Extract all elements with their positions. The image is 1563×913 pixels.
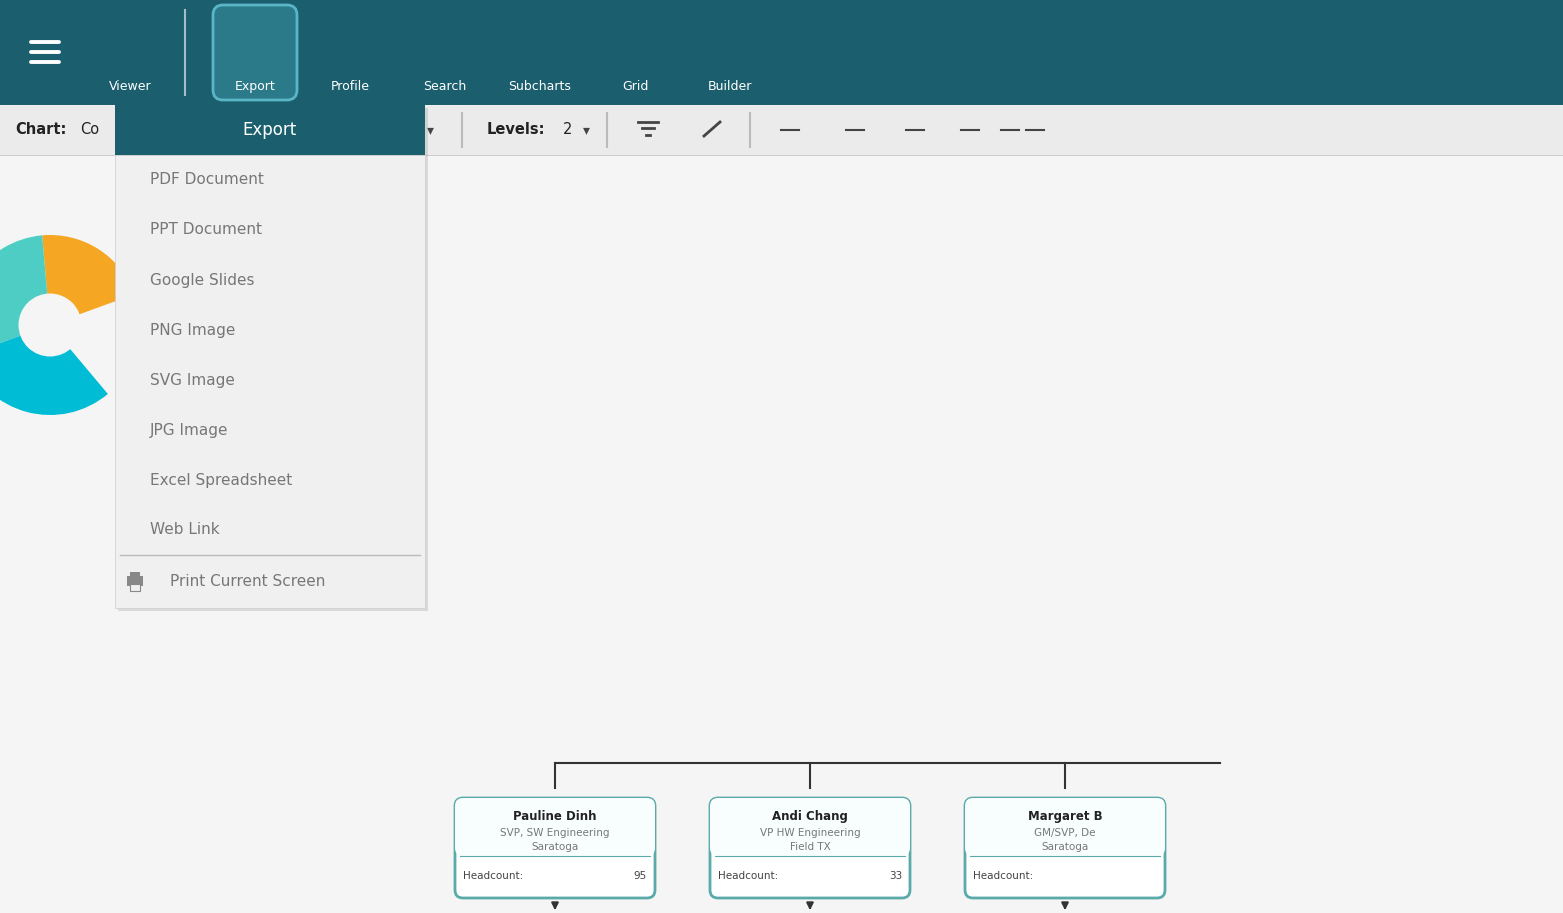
Text: SVG Image: SVG Image: [150, 373, 234, 387]
Wedge shape: [42, 235, 134, 325]
Text: Headcount:: Headcount:: [463, 871, 524, 881]
Text: PPT Document: PPT Document: [150, 223, 263, 237]
Bar: [116, 105, 425, 155]
Bar: [117, 108, 428, 611]
Text: Pauline Dinh: Pauline Dinh: [513, 810, 597, 823]
Text: Export: Export: [234, 80, 275, 93]
Text: JPG Image: JPG Image: [150, 423, 228, 437]
Bar: [130, 572, 141, 578]
FancyBboxPatch shape: [213, 5, 297, 100]
Text: ▾: ▾: [583, 123, 589, 137]
Text: VP HW Engineering: VP HW Engineering: [760, 828, 860, 838]
Text: Levels:: Levels:: [488, 122, 545, 138]
Bar: [0, 155, 1563, 913]
Text: Profile: Profile: [330, 80, 369, 93]
Wedge shape: [0, 236, 50, 356]
FancyBboxPatch shape: [964, 798, 1164, 856]
Text: Headcount:: Headcount:: [974, 871, 1033, 881]
Text: Builder: Builder: [708, 80, 752, 93]
Circle shape: [19, 293, 81, 356]
Text: Co: Co: [80, 122, 98, 138]
Bar: [116, 155, 425, 608]
Text: Export: Export: [242, 121, 297, 139]
Text: SVP, SW Engineering: SVP, SW Engineering: [500, 828, 610, 838]
Bar: [0, 105, 1563, 155]
Text: Print Current Screen: Print Current Screen: [170, 573, 325, 589]
Text: Chart:: Chart:: [16, 122, 66, 138]
Text: Andi Chang: Andi Chang: [772, 810, 849, 823]
Bar: [130, 584, 141, 591]
FancyBboxPatch shape: [455, 798, 655, 856]
Text: Google Slides: Google Slides: [150, 272, 255, 288]
Text: Subcharts: Subcharts: [508, 80, 572, 93]
Text: ▾: ▾: [427, 123, 433, 137]
Bar: [127, 576, 142, 586]
Bar: [0, 0, 1563, 105]
Text: Headcount:: Headcount:: [717, 871, 778, 881]
Text: Saratoga: Saratoga: [1041, 842, 1088, 852]
Text: Excel Spreadsheet: Excel Spreadsheet: [150, 473, 292, 488]
FancyBboxPatch shape: [455, 798, 655, 898]
Text: Grid: Grid: [622, 80, 649, 93]
Text: 33: 33: [889, 871, 902, 881]
Text: 95: 95: [633, 871, 647, 881]
Text: PNG Image: PNG Image: [150, 322, 236, 338]
Wedge shape: [0, 325, 108, 415]
Text: Search: Search: [424, 80, 467, 93]
Text: GM/SVP, De: GM/SVP, De: [1035, 828, 1096, 838]
Text: Margaret B: Margaret B: [1028, 810, 1102, 823]
FancyBboxPatch shape: [710, 798, 910, 856]
Text: Web Link: Web Link: [150, 522, 220, 538]
Text: Saratoga: Saratoga: [531, 842, 578, 852]
FancyBboxPatch shape: [710, 798, 910, 898]
Text: Field TX: Field TX: [789, 842, 830, 852]
FancyBboxPatch shape: [964, 798, 1164, 898]
Text: PDF Document: PDF Document: [150, 173, 264, 187]
Text: Viewer: Viewer: [109, 80, 152, 93]
Text: 2: 2: [563, 122, 572, 138]
